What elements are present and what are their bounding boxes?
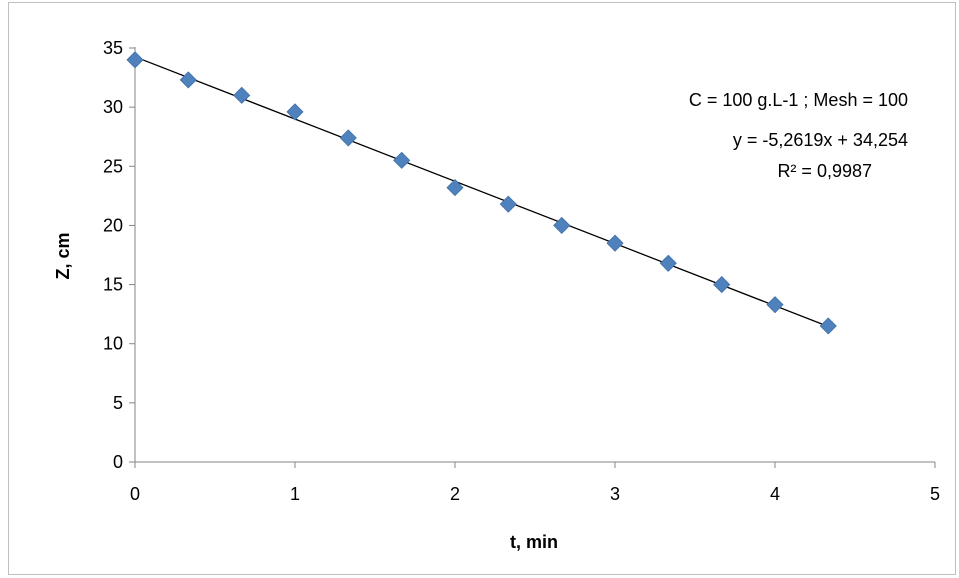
data-point bbox=[179, 71, 197, 89]
annotation-conditions: C = 100 g.L-1 ; Mesh = 100 bbox=[689, 90, 908, 110]
x-tick-label: 1 bbox=[290, 484, 300, 504]
y-tick-label: 0 bbox=[113, 452, 123, 472]
x-tick-label: 5 bbox=[930, 484, 940, 504]
x-tick-label: 3 bbox=[610, 484, 620, 504]
x-tick-label: 4 bbox=[770, 484, 780, 504]
data-point bbox=[553, 216, 571, 234]
y-tick-label: 20 bbox=[103, 215, 123, 235]
y-tick-label: 30 bbox=[103, 97, 123, 117]
annotation-r-squared: R² = 0,9987 bbox=[777, 161, 872, 181]
chart-area bbox=[8, 2, 956, 575]
annotation-equation: y = -5,2619x + 34,254 bbox=[733, 130, 908, 150]
data-point bbox=[339, 129, 357, 147]
data-point bbox=[393, 151, 411, 169]
data-point bbox=[446, 179, 464, 197]
trendline bbox=[134, 56, 829, 328]
y-tick-label: 10 bbox=[103, 334, 123, 354]
y-tick-label: 15 bbox=[103, 275, 123, 295]
y-tick-label: 35 bbox=[103, 38, 123, 58]
data-point bbox=[766, 296, 784, 314]
x-axis-title: t, min bbox=[510, 532, 558, 552]
data-point bbox=[659, 254, 677, 272]
data-point bbox=[286, 103, 304, 121]
y-tick-label: 5 bbox=[113, 393, 123, 413]
data-point bbox=[819, 317, 837, 335]
data-point bbox=[126, 51, 144, 69]
x-tick-label: 0 bbox=[130, 484, 140, 504]
data-point bbox=[499, 195, 517, 213]
y-axis-title: Z, cm bbox=[53, 232, 73, 279]
data-point bbox=[233, 86, 251, 104]
data-point bbox=[606, 234, 624, 252]
x-tick-label: 2 bbox=[450, 484, 460, 504]
data-point bbox=[713, 276, 731, 294]
y-tick-label: 25 bbox=[103, 156, 123, 176]
